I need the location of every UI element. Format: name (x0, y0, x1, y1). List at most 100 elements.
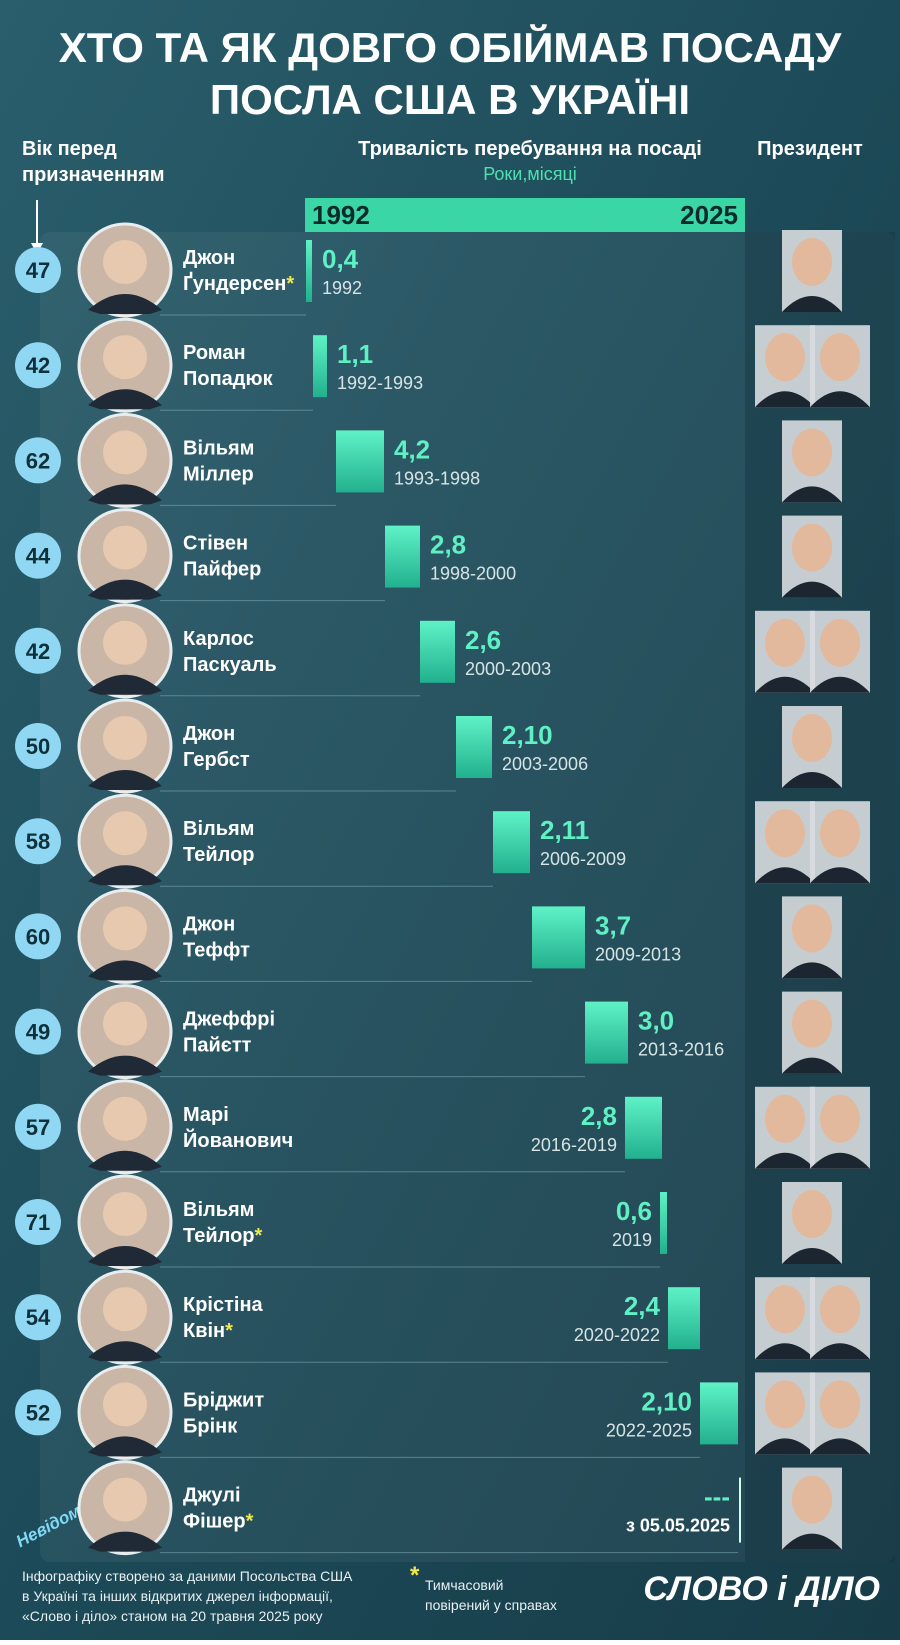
duration: 3,7 (595, 910, 631, 940)
timeline-end: 2025 (680, 200, 738, 230)
note-marker: * (410, 1562, 420, 1589)
period: 2006-2009 (540, 849, 626, 869)
age: 71 (26, 1210, 50, 1235)
note: Тимчасовий (425, 1577, 503, 1593)
president-suit (782, 296, 842, 312)
president-face (765, 1094, 805, 1143)
duration-bar (660, 1192, 667, 1254)
period: 2003-2006 (502, 754, 588, 774)
name: Бріджит (183, 1389, 264, 1411)
name: Брінк (183, 1415, 238, 1437)
president-suit (782, 581, 842, 598)
age-badge (15, 913, 61, 960)
president-face (820, 1094, 860, 1143)
duration-units: Роки,місяці (483, 164, 577, 184)
president-face (765, 333, 805, 382)
president-face (820, 1285, 860, 1334)
age: 44 (26, 544, 51, 569)
president-face (792, 428, 832, 477)
portrait-suit (88, 1246, 162, 1266)
duration-bar (700, 1382, 738, 1445)
president-face (792, 523, 832, 572)
president-suit (755, 1152, 815, 1169)
portrait-suit (88, 865, 162, 886)
age-badge (15, 1103, 61, 1150)
name: Попадюк (183, 368, 274, 390)
president-suit (782, 1533, 842, 1550)
president-face (765, 809, 805, 858)
age-header: Вік перед (22, 138, 117, 160)
title: ХТО ТА ЯК ДОВГО ОБІЙМАВ ПОСАДУ (59, 23, 842, 71)
asterisk: * (225, 1320, 233, 1342)
period: 2019 (612, 1230, 652, 1250)
president-face (820, 333, 860, 382)
age-badge (15, 532, 61, 579)
portrait-suit (88, 674, 162, 695)
duration: 2,10 (641, 1386, 692, 1416)
period: 2013-2016 (638, 1040, 724, 1060)
note: повірений у справах (425, 1597, 557, 1613)
duration: 3,0 (638, 1006, 674, 1036)
president-suit (810, 1343, 870, 1360)
name: Вільям (183, 437, 254, 459)
duration-bar (668, 1287, 700, 1350)
age: 50 (26, 734, 50, 759)
name: Квін* (183, 1320, 233, 1342)
duration-bar (385, 525, 420, 588)
portrait-head (103, 906, 147, 951)
portrait-head (103, 1382, 147, 1427)
period: 2009-2013 (595, 944, 681, 964)
duration-bar (336, 430, 384, 493)
duration-bar (306, 240, 312, 302)
source: в Україні та інших відкритих джерел інфо… (22, 1588, 333, 1604)
president-suit (782, 1248, 842, 1264)
duration-header: Тривалість перебування на посаді (358, 138, 702, 160)
president-suit (782, 772, 842, 788)
name: Пайфер (183, 559, 261, 581)
portrait-suit (88, 484, 162, 505)
president-suit (810, 676, 870, 693)
title: ПОСЛА США В УКРАЇНІ (210, 76, 690, 123)
duration: 2,11 (540, 815, 589, 845)
age-badge (15, 247, 61, 293)
age-badge (15, 1389, 61, 1436)
name: Крістіна (183, 1294, 264, 1316)
president-face (792, 904, 832, 953)
name: Гербст (183, 749, 250, 771)
logo: СЛОВО і ДІЛО (643, 1570, 880, 1608)
portrait-head (103, 335, 147, 380)
portrait-head (103, 1477, 147, 1522)
president-face (792, 1475, 832, 1524)
president-face (792, 714, 832, 762)
portrait-suit (88, 960, 162, 981)
portrait-suit (88, 1531, 162, 1552)
age-badge (15, 723, 61, 769)
period: 1992 (322, 278, 362, 298)
president-suit (755, 867, 815, 884)
portrait-suit (88, 389, 162, 410)
period: 2020-2022 (574, 1325, 660, 1345)
age: 42 (26, 639, 50, 664)
age-badge (15, 342, 61, 389)
name: Теффт (183, 939, 250, 961)
duration: 4,2 (394, 434, 430, 464)
portrait-suit (88, 294, 162, 314)
duration: 0,4 (322, 244, 359, 274)
name: Ґундерсен* (183, 272, 294, 295)
duration: --- (704, 1482, 730, 1512)
president-face (765, 1285, 805, 1334)
age-badge (15, 437, 61, 484)
age: 47 (26, 258, 50, 283)
duration: 2,8 (581, 1101, 617, 1131)
president-suit (810, 867, 870, 884)
president-face (792, 999, 832, 1048)
asterisk: * (286, 273, 294, 295)
portrait-head (103, 1001, 147, 1046)
age: 58 (26, 829, 50, 854)
name: Роман (183, 342, 246, 364)
name: Джулі (183, 1485, 241, 1507)
president-suit (810, 391, 870, 408)
portrait-head (103, 716, 147, 760)
duration-bar (420, 620, 455, 683)
